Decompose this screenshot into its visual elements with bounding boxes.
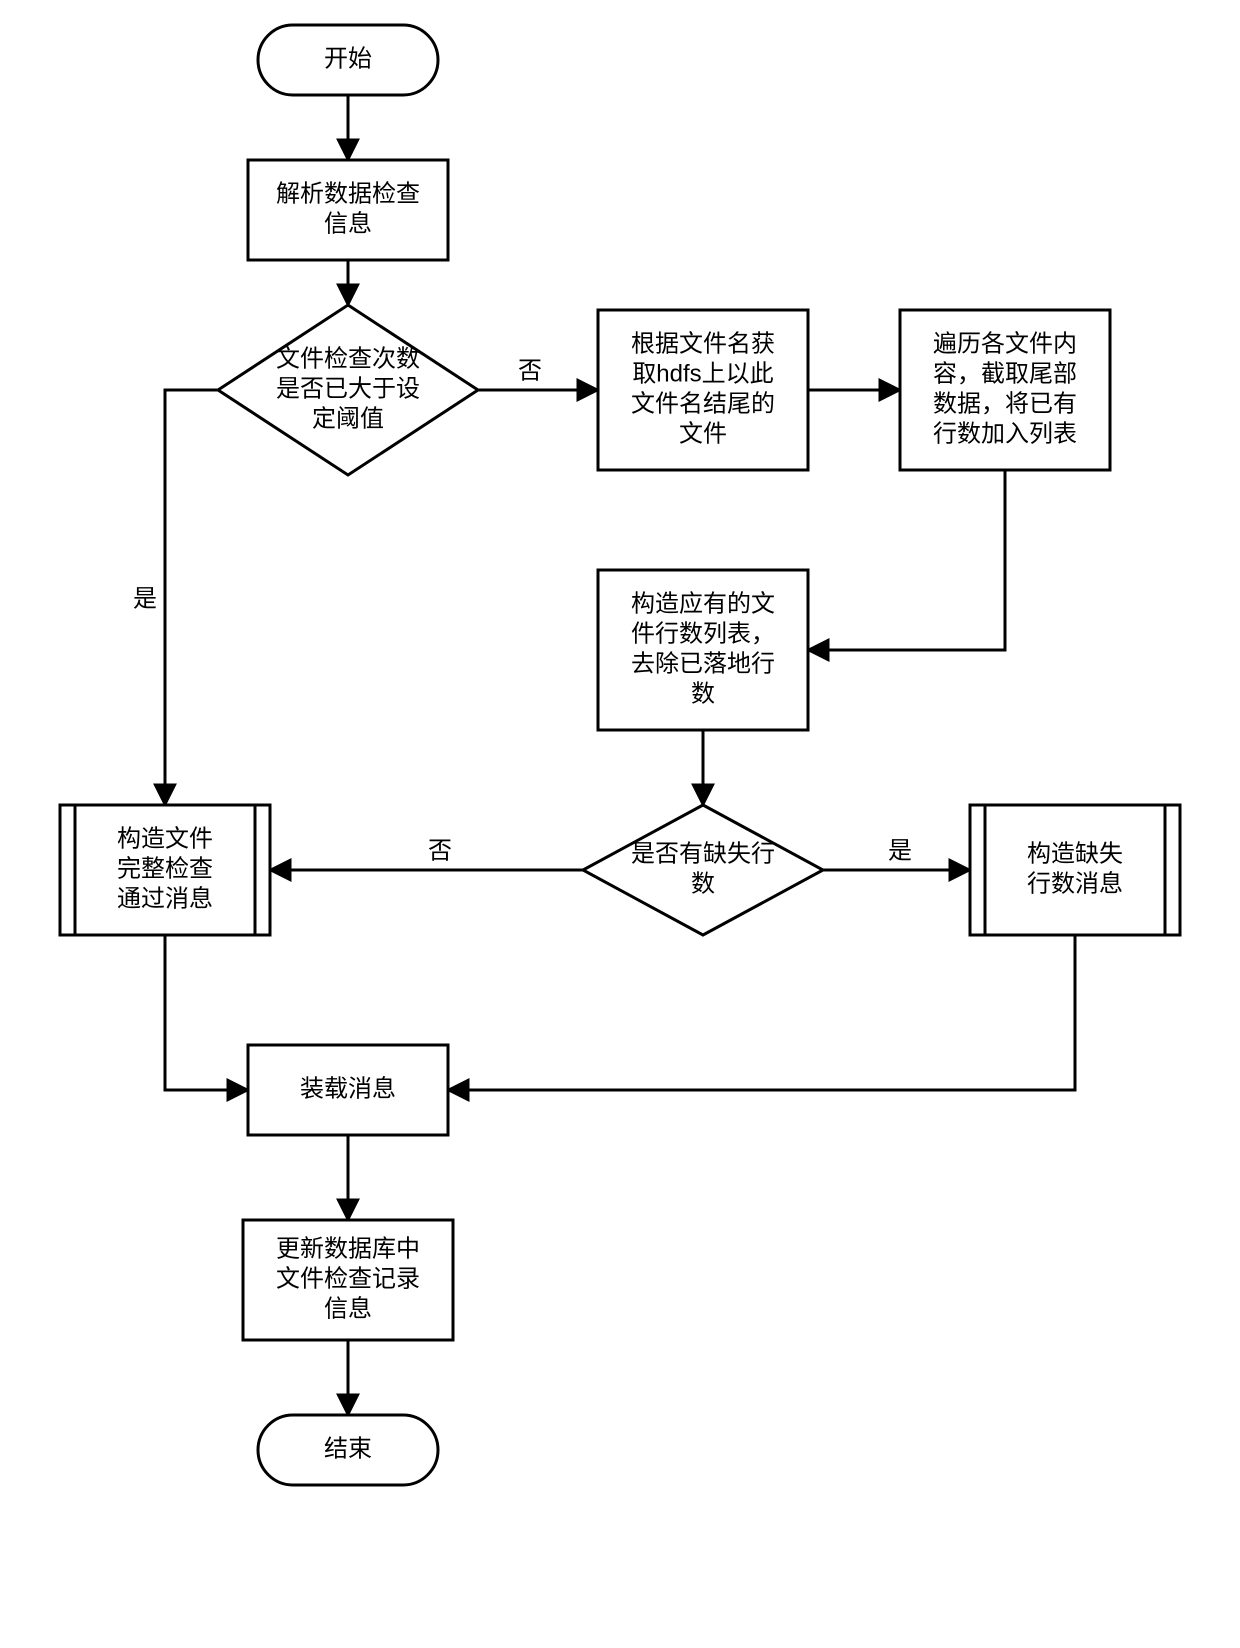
buildlist-label: 构造应有的文 [631, 590, 775, 617]
end-label: 结束 [324, 1435, 372, 1462]
iterate-label: 行数加入列表 [933, 420, 1077, 447]
pass-label: 通过消息 [117, 885, 213, 912]
buildlist-label: 数 [691, 680, 715, 707]
parse-label: 信息 [324, 210, 372, 237]
missing-label: 行数消息 [1027, 870, 1123, 897]
start-label: 开始 [324, 45, 372, 72]
edge-dec1-pass [165, 390, 218, 805]
getfiles-label: 文件 [679, 420, 727, 447]
update-label: 文件检查记录 [276, 1265, 420, 1292]
edge-iterate-buildlist [808, 470, 1005, 650]
buildlist-label: 件行数列表， [631, 620, 775, 647]
dec1-label: 定阈值 [312, 405, 384, 432]
load-label: 装载消息 [300, 1075, 396, 1102]
missing-label: 构造缺失 [1027, 840, 1123, 867]
update-label: 信息 [324, 1295, 372, 1322]
dec1-label: 文件检查次数 [276, 345, 420, 372]
edge-label-7: 否 [428, 837, 452, 864]
getfiles-label: 根据文件名获 [631, 330, 775, 357]
edge-label-2: 否 [518, 357, 542, 384]
getfiles-label: 文件名结尾的 [631, 390, 775, 417]
pass-label: 构造文件 [117, 825, 213, 852]
edge-missing-load [448, 935, 1075, 1090]
iterate-label: 遍历各文件内 [933, 330, 1077, 357]
dec2-label: 数 [691, 870, 715, 897]
edge-label-6: 是 [133, 585, 157, 612]
edge-label-8: 是 [888, 837, 912, 864]
iterate-label: 数据，将已有 [933, 390, 1077, 417]
getfiles-label: 取hdfs上以此 [632, 360, 773, 387]
update-label: 更新数据库中 [276, 1235, 420, 1262]
parse-label: 解析数据检查 [276, 180, 420, 207]
edge-pass-load [165, 935, 248, 1090]
buildlist-label: 去除已落地行 [631, 650, 775, 677]
dec2-label: 是否有缺失行 [631, 840, 775, 867]
pass-label: 完整检查 [117, 855, 213, 882]
dec1-label: 是否已大于设 [276, 375, 420, 402]
flowchart-canvas: 开始解析数据检查信息文件检查次数是否已大于设定阈值根据文件名获取hdfs上以此文… [0, 0, 1240, 1648]
iterate-label: 容，截取尾部 [933, 360, 1077, 387]
